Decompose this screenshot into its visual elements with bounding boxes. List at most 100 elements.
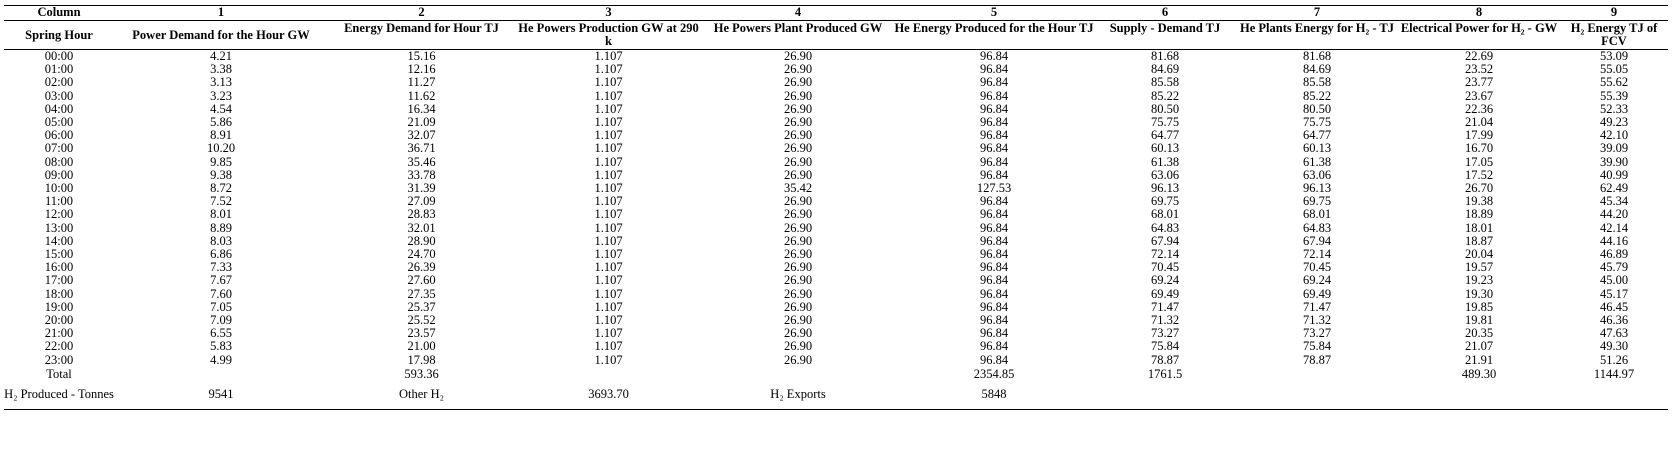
value-cell: 26.90 <box>783 352 813 367</box>
value-cell: 39.90 <box>1599 154 1629 169</box>
value-cell: 7.33 <box>210 260 232 275</box>
value-cell: 1.107 <box>594 62 623 77</box>
value-cell: 70.45 <box>1302 260 1332 275</box>
value-cell: 1.107 <box>594 286 623 301</box>
value-cell: 26.90 <box>783 75 813 90</box>
value-cell: 1.107 <box>594 339 623 354</box>
value-cell: 68.01 <box>1150 207 1180 222</box>
value-cell: 3.23 <box>210 88 232 103</box>
value-cell: 44.16 <box>1599 233 1629 248</box>
value-cell: 1.107 <box>594 352 623 367</box>
hour-cell: 05:00 <box>44 115 74 130</box>
value-cell: 26.90 <box>783 49 813 63</box>
value-cell: 69.49 <box>1150 286 1180 301</box>
value-cell: 12.16 <box>407 62 436 77</box>
value-cell: 55.05 <box>1599 62 1629 77</box>
value-cell: 96.84 <box>979 273 1009 288</box>
value-cell: 18.87 <box>1464 233 1494 248</box>
value-cell: 45.17 <box>1599 286 1629 301</box>
value-cell: 60.13 <box>1150 141 1180 156</box>
value-cell: 26.90 <box>783 233 813 248</box>
column-header: Supply - Demand TJ <box>1094 20 1236 50</box>
value-cell: 96.84 <box>979 49 1009 63</box>
h2-produced-label: H₂ Produced - Tonnes <box>4 380 114 410</box>
value-cell: 18.01 <box>1464 220 1494 235</box>
value-cell: 69.24 <box>1302 273 1332 288</box>
value-cell: 96.84 <box>979 194 1009 209</box>
value-cell: 19.85 <box>1464 299 1494 314</box>
value-cell: 78.87 <box>1302 352 1332 367</box>
value-cell: 5.86 <box>210 115 232 130</box>
value-cell: 32.01 <box>407 220 436 235</box>
value-cell: 27.09 <box>407 194 436 209</box>
value-cell: 1.107 <box>594 326 623 341</box>
value-cell: 1.107 <box>594 128 623 143</box>
value-cell: 85.58 <box>1302 75 1332 90</box>
value-cell: 71.32 <box>1302 313 1332 328</box>
column-header: Spring Hour <box>4 20 114 50</box>
value-cell: 49.30 <box>1599 339 1629 354</box>
value-cell: 1.107 <box>594 167 623 182</box>
column-header: Energy Demand for Hour TJ <box>328 20 515 50</box>
value-cell: 39.09 <box>1599 141 1629 156</box>
value-cell: 96.84 <box>979 299 1009 314</box>
total-cell: 489.30 <box>1461 366 1497 381</box>
value-cell: 1.107 <box>594 260 623 275</box>
value-cell: 75.75 <box>1302 115 1332 130</box>
value-cell: 11.62 <box>407 88 436 103</box>
hour-cell: 09:00 <box>44 167 74 182</box>
value-cell: 23.77 <box>1464 75 1494 90</box>
value-cell: 46.45 <box>1599 299 1629 314</box>
column-number-cell: 5 <box>894 5 1094 21</box>
value-cell: 71.47 <box>1302 299 1332 314</box>
value-cell: 26.90 <box>783 220 813 235</box>
value-cell: 4.21 <box>210 49 232 63</box>
value-cell: 26.90 <box>783 313 813 328</box>
value-cell: 5.83 <box>210 339 232 354</box>
value-cell: 63.06 <box>1302 167 1332 182</box>
value-cell: 7.05 <box>210 299 232 314</box>
other-h2-value: 3693.70 <box>515 380 702 410</box>
table-row: 22:00 5.83 21.00 1.107 26.90 96.84 75.84 75.84 2… <box>4 340 1668 353</box>
value-cell: 72.14 <box>1302 247 1332 262</box>
hour-cell: 22:00 <box>44 339 74 354</box>
other-h2-label: Other H₂ <box>328 380 515 410</box>
table-row: 09:00 9.38 33.78 1.107 26.90 96.84 63.06 63.06 1… <box>4 167 1668 182</box>
value-cell: 96.84 <box>979 313 1009 328</box>
value-cell: 27.35 <box>407 286 436 301</box>
hour-cell: 07:00 <box>44 141 74 156</box>
value-cell: 26.90 <box>783 299 813 314</box>
table-body: 00:00 4.21 15.16 1.107 26.90 96.84 81.68 81.68 2… <box>4 50 1668 410</box>
value-cell: 26.90 <box>783 247 813 262</box>
value-cell: 96.84 <box>979 62 1009 77</box>
table-row: 17:00 7.67 27.60 1.107 26.90 96.84 69.24 69.24 1… <box>4 274 1668 287</box>
value-cell: 1.107 <box>594 181 623 196</box>
value-cell: 96.84 <box>979 154 1009 169</box>
value-cell: 78.87 <box>1150 352 1180 367</box>
value-cell: 26.90 <box>783 154 813 169</box>
table-row: 00:00 4.21 15.16 1.107 26.90 96.84 81.68 81.68 2… <box>4 50 1668 64</box>
total-cell: 2354.85 <box>973 366 1015 381</box>
value-cell: 7.60 <box>210 286 232 301</box>
total-cell: 593.36 <box>404 366 439 381</box>
table-row: 11:00 7.52 27.09 1.107 26.90 96.84 69.75 69.75 1… <box>4 195 1668 208</box>
hour-cell: 12:00 <box>44 207 74 222</box>
table-row: 16:00 7.33 26.39 1.107 26.90 96.84 70.45 70.45 1… <box>4 261 1668 274</box>
table-row: 15:00 6.86 24.70 1.107 26.90 96.84 72.14 72.14 2… <box>4 247 1668 262</box>
value-cell: 46.36 <box>1599 313 1629 328</box>
value-cell: 85.22 <box>1150 88 1180 103</box>
value-cell: 7.52 <box>210 194 232 209</box>
value-cell: 96.84 <box>979 115 1009 130</box>
value-cell: 23.67 <box>1464 88 1494 103</box>
value-cell: 96.84 <box>979 233 1009 248</box>
value-cell: 72.14 <box>1150 247 1180 262</box>
column-header-row: Spring Hour Power Demand for the Hour GW… <box>4 20 1668 50</box>
value-cell: 23.57 <box>407 326 436 341</box>
value-cell: 4.54 <box>210 101 232 116</box>
value-cell: 1.107 <box>594 101 623 116</box>
value-cell: 18.89 <box>1464 207 1494 222</box>
value-cell: 17.98 <box>407 352 436 367</box>
value-cell: 55.62 <box>1599 75 1629 90</box>
value-cell: 62.49 <box>1599 181 1629 196</box>
table-row: 05:00 5.86 21.09 1.107 26.90 96.84 75.75 75.75 2… <box>4 115 1668 130</box>
